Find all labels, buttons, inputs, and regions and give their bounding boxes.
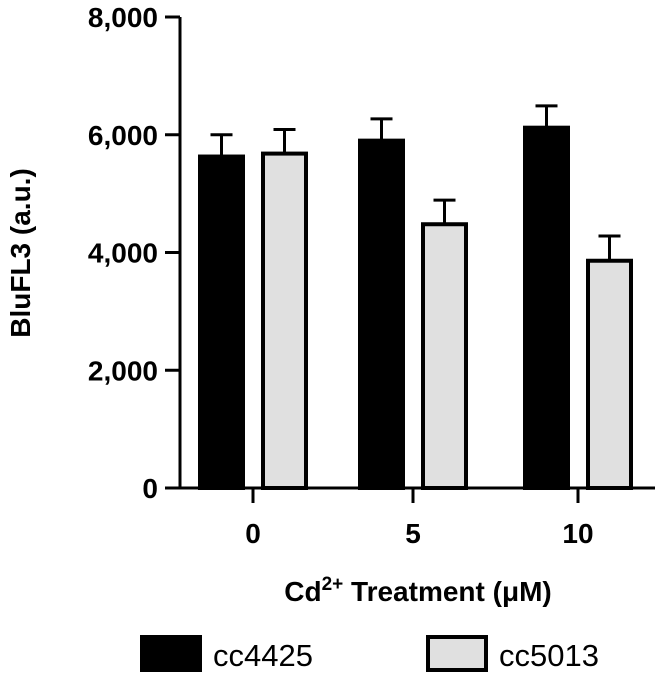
- bar-cc4425-10: [523, 125, 570, 490]
- y-tick-label-3: 6,000: [88, 120, 158, 151]
- x-tick-label-1: 5: [405, 518, 421, 549]
- x-axis-title-suffix: Treatment (μM): [343, 576, 551, 607]
- y-tick-label-2: 4,000: [88, 238, 158, 269]
- y-tick-label-4: 8,000: [88, 2, 158, 33]
- legend-swatch-cc5013: [426, 635, 488, 672]
- x-axis-title-prefix: Cd: [284, 576, 321, 607]
- x-tick-label-0: 0: [245, 518, 261, 549]
- y-tick-label-0: 0: [142, 473, 158, 504]
- x-axis: 0 5 10: [180, 486, 655, 549]
- bar-cc5013-0: [261, 151, 308, 490]
- y-axis-title: BluFL3 (a.u.): [5, 168, 36, 338]
- legend-swatch-cc4425: [140, 635, 202, 672]
- legend-label-cc5013: cc5013: [499, 638, 599, 673]
- legend: cc4425 cc5013: [140, 635, 599, 673]
- bar-cc4425-0: [198, 154, 245, 490]
- bars-layer: [198, 104, 633, 491]
- bar-cc5013-10: [586, 258, 633, 490]
- x-axis-title-superscript: 2+: [322, 574, 344, 595]
- x-axis-title: Cd2+ Treatment (μM): [284, 574, 551, 607]
- bar-cc5013-5: [421, 222, 468, 491]
- bar-cc4425-5: [358, 138, 405, 490]
- y-axis: 0 2,000 4,000 6,000 8,000: [88, 2, 182, 504]
- y-tick-label-1: 2,000: [88, 355, 158, 386]
- x-tick-label-2: 10: [562, 518, 593, 549]
- legend-label-cc4425: cc4425: [213, 638, 313, 673]
